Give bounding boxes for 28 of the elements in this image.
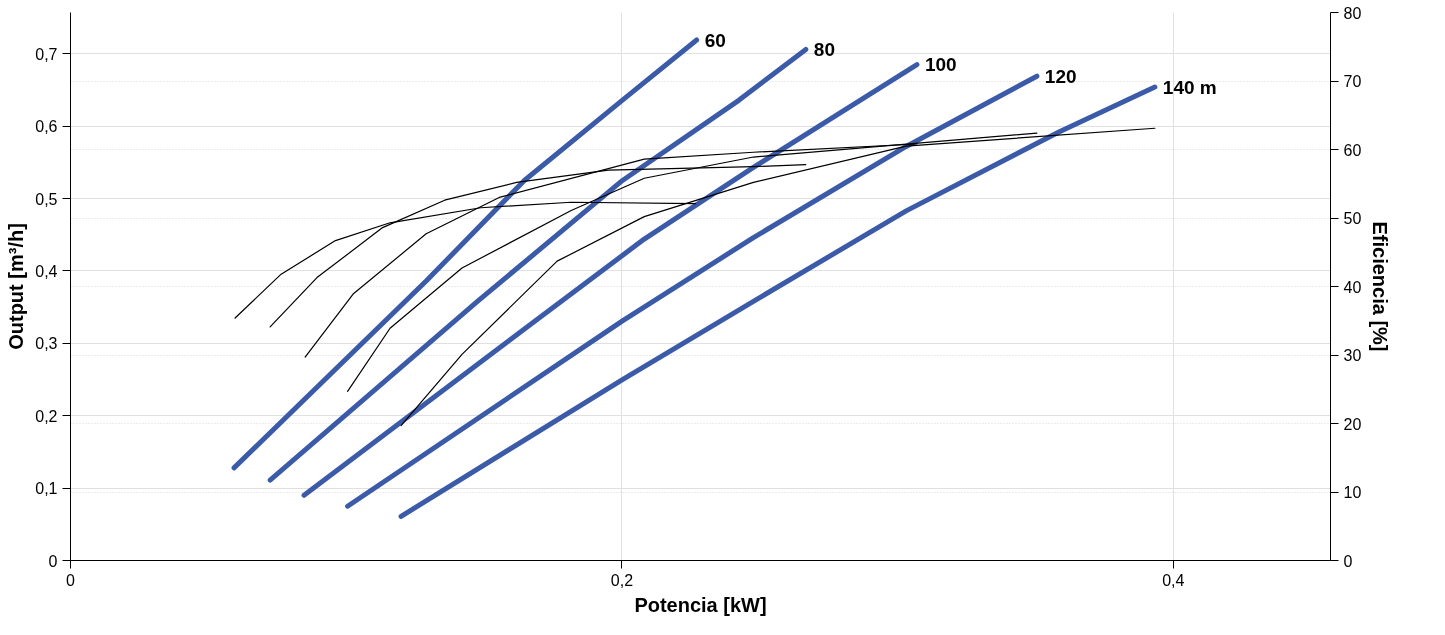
y2-tick-label: 40 bbox=[1343, 278, 1362, 296]
y-tick-label: 0,5 bbox=[35, 190, 58, 208]
series-label: 140 m bbox=[1162, 76, 1217, 98]
y-tick-label: 0,4 bbox=[35, 262, 58, 280]
series-label: 60 bbox=[704, 29, 726, 51]
y2-axis-title: Eficiencia [%] bbox=[1369, 221, 1392, 352]
y2-tick-label: 10 bbox=[1343, 484, 1362, 501]
x-tick-label: 0,4 bbox=[1162, 571, 1185, 589]
series-label: 100 bbox=[924, 54, 957, 76]
series-label: 120 bbox=[1044, 65, 1077, 87]
y-tick-label: 0,6 bbox=[35, 118, 58, 136]
y2-tick-label: 70 bbox=[1343, 73, 1362, 90]
y-axis-title: Output [m³/h] bbox=[5, 223, 28, 350]
y-tick-label: 0,7 bbox=[35, 45, 58, 63]
y2-tick-label: 50 bbox=[1343, 210, 1362, 227]
y2-tick-label: 80 bbox=[1343, 4, 1362, 22]
series-label: 80 bbox=[813, 38, 835, 60]
y-tick-label: 0,3 bbox=[35, 335, 58, 353]
x-tick-label: 0,2 bbox=[610, 571, 634, 589]
y2-tick-label: 60 bbox=[1343, 141, 1362, 159]
y2-tick-label: 20 bbox=[1343, 415, 1362, 433]
x-tick-label: 0 bbox=[66, 571, 76, 589]
y-tick-label: 0,2 bbox=[35, 407, 58, 425]
y-tick-label: 0,1 bbox=[35, 480, 58, 498]
y2-tick-label: 30 bbox=[1343, 347, 1362, 364]
y2-tick-label: 0 bbox=[1343, 552, 1353, 570]
y-tick-label: 0 bbox=[48, 552, 58, 570]
x-axis-title: Potencia [kW] bbox=[634, 593, 767, 616]
